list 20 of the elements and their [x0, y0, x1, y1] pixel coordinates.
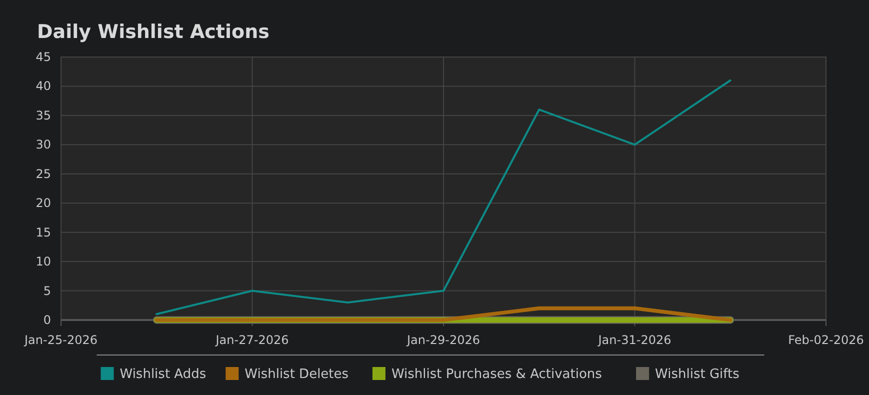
y-tick-label: 20 [36, 196, 51, 210]
y-tick-label: 40 [36, 79, 51, 94]
legend-label: Wishlist Purchases & Activations [391, 367, 602, 382]
x-tick-label: Feb-02-2026 [788, 333, 864, 347]
x-tick-label: Jan-25-2026 [24, 333, 98, 347]
y-tick-label: 5 [43, 284, 51, 298]
chart-title: Daily Wishlist Actions [37, 21, 270, 43]
y-tick-label: 30 [36, 138, 51, 152]
legend-label: Wishlist Adds [120, 367, 206, 382]
y-tick-label: 10 [36, 254, 51, 269]
y-tick-label: 25 [36, 166, 51, 181]
y-tick-label: 45 [36, 50, 51, 64]
x-tick-label: Jan-31-2026 [597, 333, 672, 347]
legend-label: Wishlist Gifts [655, 367, 740, 382]
legend-label: Wishlist Deletes [244, 367, 349, 382]
y-tick-label: 35 [36, 108, 51, 122]
y-tick-label: 0 [43, 313, 51, 327]
x-tick-label: Jan-27-2026 [214, 333, 289, 347]
x-tick-label: Jan-29-2026 [406, 333, 480, 347]
y-tick-label: 15 [36, 225, 51, 240]
